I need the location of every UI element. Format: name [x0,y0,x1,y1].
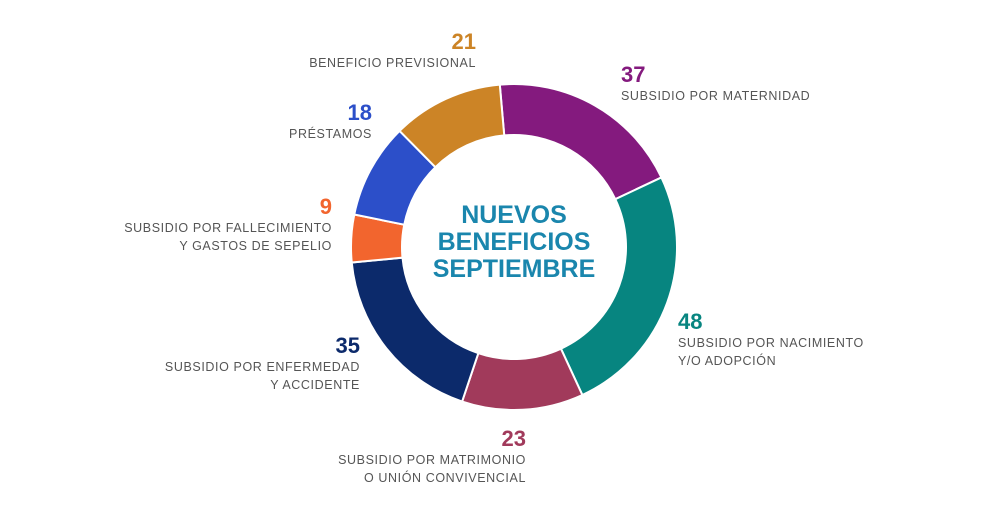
text-subsidio-enfermedad-2: Y ACCIDENTE [270,378,360,392]
text-subsidio-fallecimiento-2: Y GASTOS DE SEPELIO [179,239,332,253]
label-subsidio-enfermedad: 35 SUBSIDIO POR ENFERMEDAD Y ACCIDENTE [150,334,360,394]
chart-title-line-3: SEPTIEMBRE [432,255,596,283]
label-subsidio-matrimonio: 23 SUBSIDIO POR MATRIMONIO O UNIÓN CONVI… [300,427,526,487]
value-beneficio-previsional: 21 [451,29,476,54]
value-subsidio-maternidad: 37 [621,62,646,87]
text-subsidio-nacimiento-2: Y/O ADOPCIÓN [678,354,777,368]
text-subsidio-matrimonio-2: O UNIÓN CONVIVENCIAL [363,471,526,485]
label-subsidio-fallecimiento: 9 SUBSIDIO POR FALLECIMIENTO Y GASTOS DE… [100,195,332,255]
text-beneficio-previsional: BENEFICIO PREVISIONAL [309,56,476,70]
value-subsidio-fallecimiento: 9 [319,194,332,219]
label-beneficio-previsional: 21 BENEFICIO PREVISIONAL [300,30,476,72]
label-prestamos: 18 PRÉSTAMOS [230,101,372,143]
text-subsidio-matrimonio-1: SUBSIDIO POR MATRIMONIO [338,453,526,467]
text-prestamos: PRÉSTAMOS [289,127,372,141]
donut-slice-6 [398,83,506,169]
value-prestamos: 18 [347,100,372,125]
text-subsidio-nacimiento-1: SUBSIDIO POR NACIMIENTO [678,336,864,350]
text-subsidio-enfermedad-1: SUBSIDIO POR ENFERMEDAD [164,360,360,374]
value-subsidio-matrimonio: 23 [501,426,526,451]
value-subsidio-nacimiento: 48 [678,309,703,334]
label-subsidio-nacimiento: 48 SUBSIDIO POR NACIMIENTO Y/O ADOPCIÓN [678,310,898,370]
chart-title-line-2: BENEFICIOS [437,228,591,256]
donut-slice-2 [460,347,584,411]
text-subsidio-maternidad: SUBSIDIO POR MATERNIDAD [621,89,811,103]
value-subsidio-enfermedad: 35 [335,333,360,358]
label-subsidio-maternidad: 37 SUBSIDIO POR MATERNIDAD [621,63,841,105]
chart-title-line-1: NUEVOS [461,201,567,229]
text-subsidio-fallecimiento-1: SUBSIDIO POR FALLECIMIENTO [124,221,332,235]
chart-title: NUEVOS BENEFICIOS SEPTIEMBRE [414,202,614,283]
